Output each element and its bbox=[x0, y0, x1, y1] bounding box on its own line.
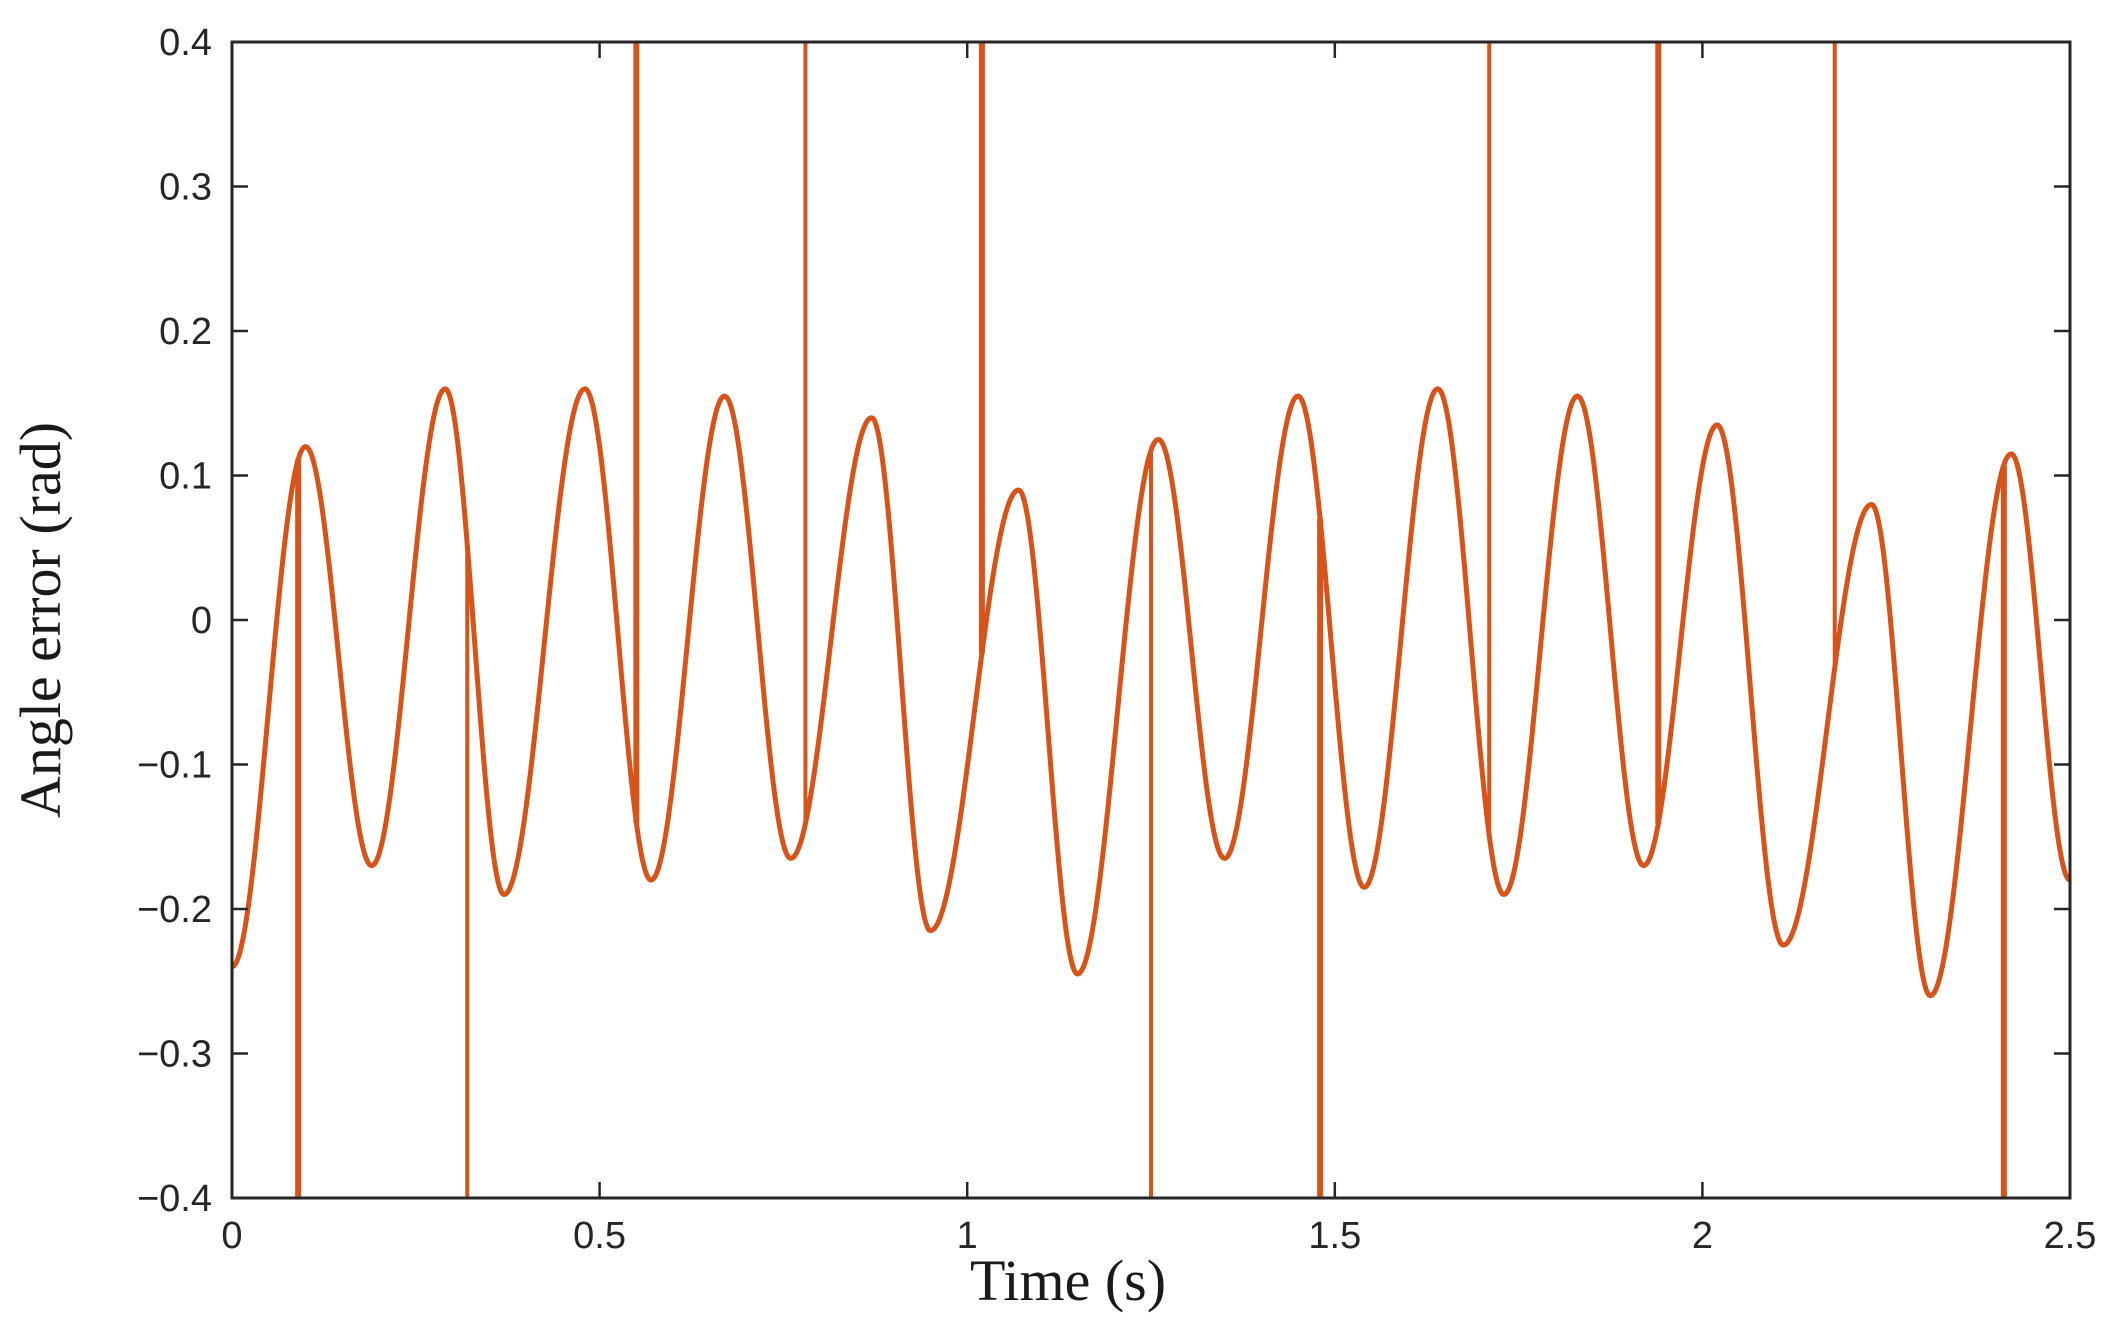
y-tick-label: −0.3 bbox=[137, 1034, 212, 1076]
series-line bbox=[232, 386, 2070, 999]
x-tick-label: 2.5 bbox=[2044, 1215, 2097, 1257]
y-axis: 0.4 0.3 0.2 0.1 0 −0.1 −0.2 −0.3 −0.4 bbox=[137, 22, 2070, 1220]
x-tick-label: 2 bbox=[1692, 1215, 1713, 1257]
y-tick-label: 0.1 bbox=[159, 456, 212, 498]
y-tick-label: 0.4 bbox=[159, 22, 212, 64]
x-axis-title: Time (s) bbox=[970, 1248, 1166, 1313]
y-tick-label: −0.4 bbox=[137, 1178, 212, 1220]
y-tick-label: 0.2 bbox=[159, 311, 212, 353]
series-group bbox=[232, 42, 2070, 1198]
y-tick-label: −0.2 bbox=[137, 889, 212, 931]
x-tick-label: 1 bbox=[957, 1215, 978, 1257]
x-tick-label: 0 bbox=[221, 1215, 242, 1257]
x-tick-label: 1.5 bbox=[1308, 1215, 1361, 1257]
plot-area bbox=[230, 40, 2072, 1200]
y-tick-label: −0.1 bbox=[137, 745, 212, 787]
x-axis: 0 0.5 1 1.5 2 2.5 bbox=[221, 42, 2096, 1257]
y-tick-label: 0 bbox=[191, 600, 212, 642]
y-axis-title: Angle error (rad) bbox=[8, 422, 73, 818]
y-tick-label: 0.3 bbox=[159, 167, 212, 209]
x-tick-label: 0.5 bbox=[573, 1215, 626, 1257]
